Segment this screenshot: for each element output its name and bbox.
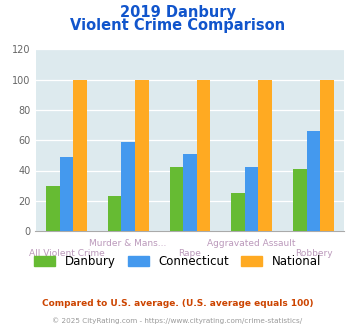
Text: Compared to U.S. average. (U.S. average equals 100): Compared to U.S. average. (U.S. average … bbox=[42, 299, 313, 308]
Text: Violent Crime Comparison: Violent Crime Comparison bbox=[70, 18, 285, 33]
Bar bbox=[108, 196, 121, 231]
Bar bbox=[60, 157, 73, 231]
Bar bbox=[135, 80, 148, 231]
Bar bbox=[121, 142, 135, 231]
Text: Robbery: Robbery bbox=[295, 249, 332, 258]
Text: Rape: Rape bbox=[179, 249, 201, 258]
Bar bbox=[197, 80, 210, 231]
Bar bbox=[231, 193, 245, 231]
Text: All Violent Crime: All Violent Crime bbox=[28, 249, 104, 258]
Bar bbox=[170, 167, 183, 231]
Bar bbox=[245, 167, 258, 231]
Legend: Danbury, Connecticut, National: Danbury, Connecticut, National bbox=[29, 250, 326, 273]
Bar bbox=[320, 80, 334, 231]
Bar bbox=[46, 185, 60, 231]
Bar bbox=[293, 169, 307, 231]
Text: 2019 Danbury: 2019 Danbury bbox=[120, 5, 235, 20]
Text: Murder & Mans...: Murder & Mans... bbox=[89, 239, 167, 248]
Bar bbox=[183, 154, 197, 231]
Text: © 2025 CityRating.com - https://www.cityrating.com/crime-statistics/: © 2025 CityRating.com - https://www.city… bbox=[53, 317, 302, 324]
Bar bbox=[258, 80, 272, 231]
Text: Aggravated Assault: Aggravated Assault bbox=[207, 239, 296, 248]
Bar bbox=[73, 80, 87, 231]
Bar bbox=[307, 131, 320, 231]
